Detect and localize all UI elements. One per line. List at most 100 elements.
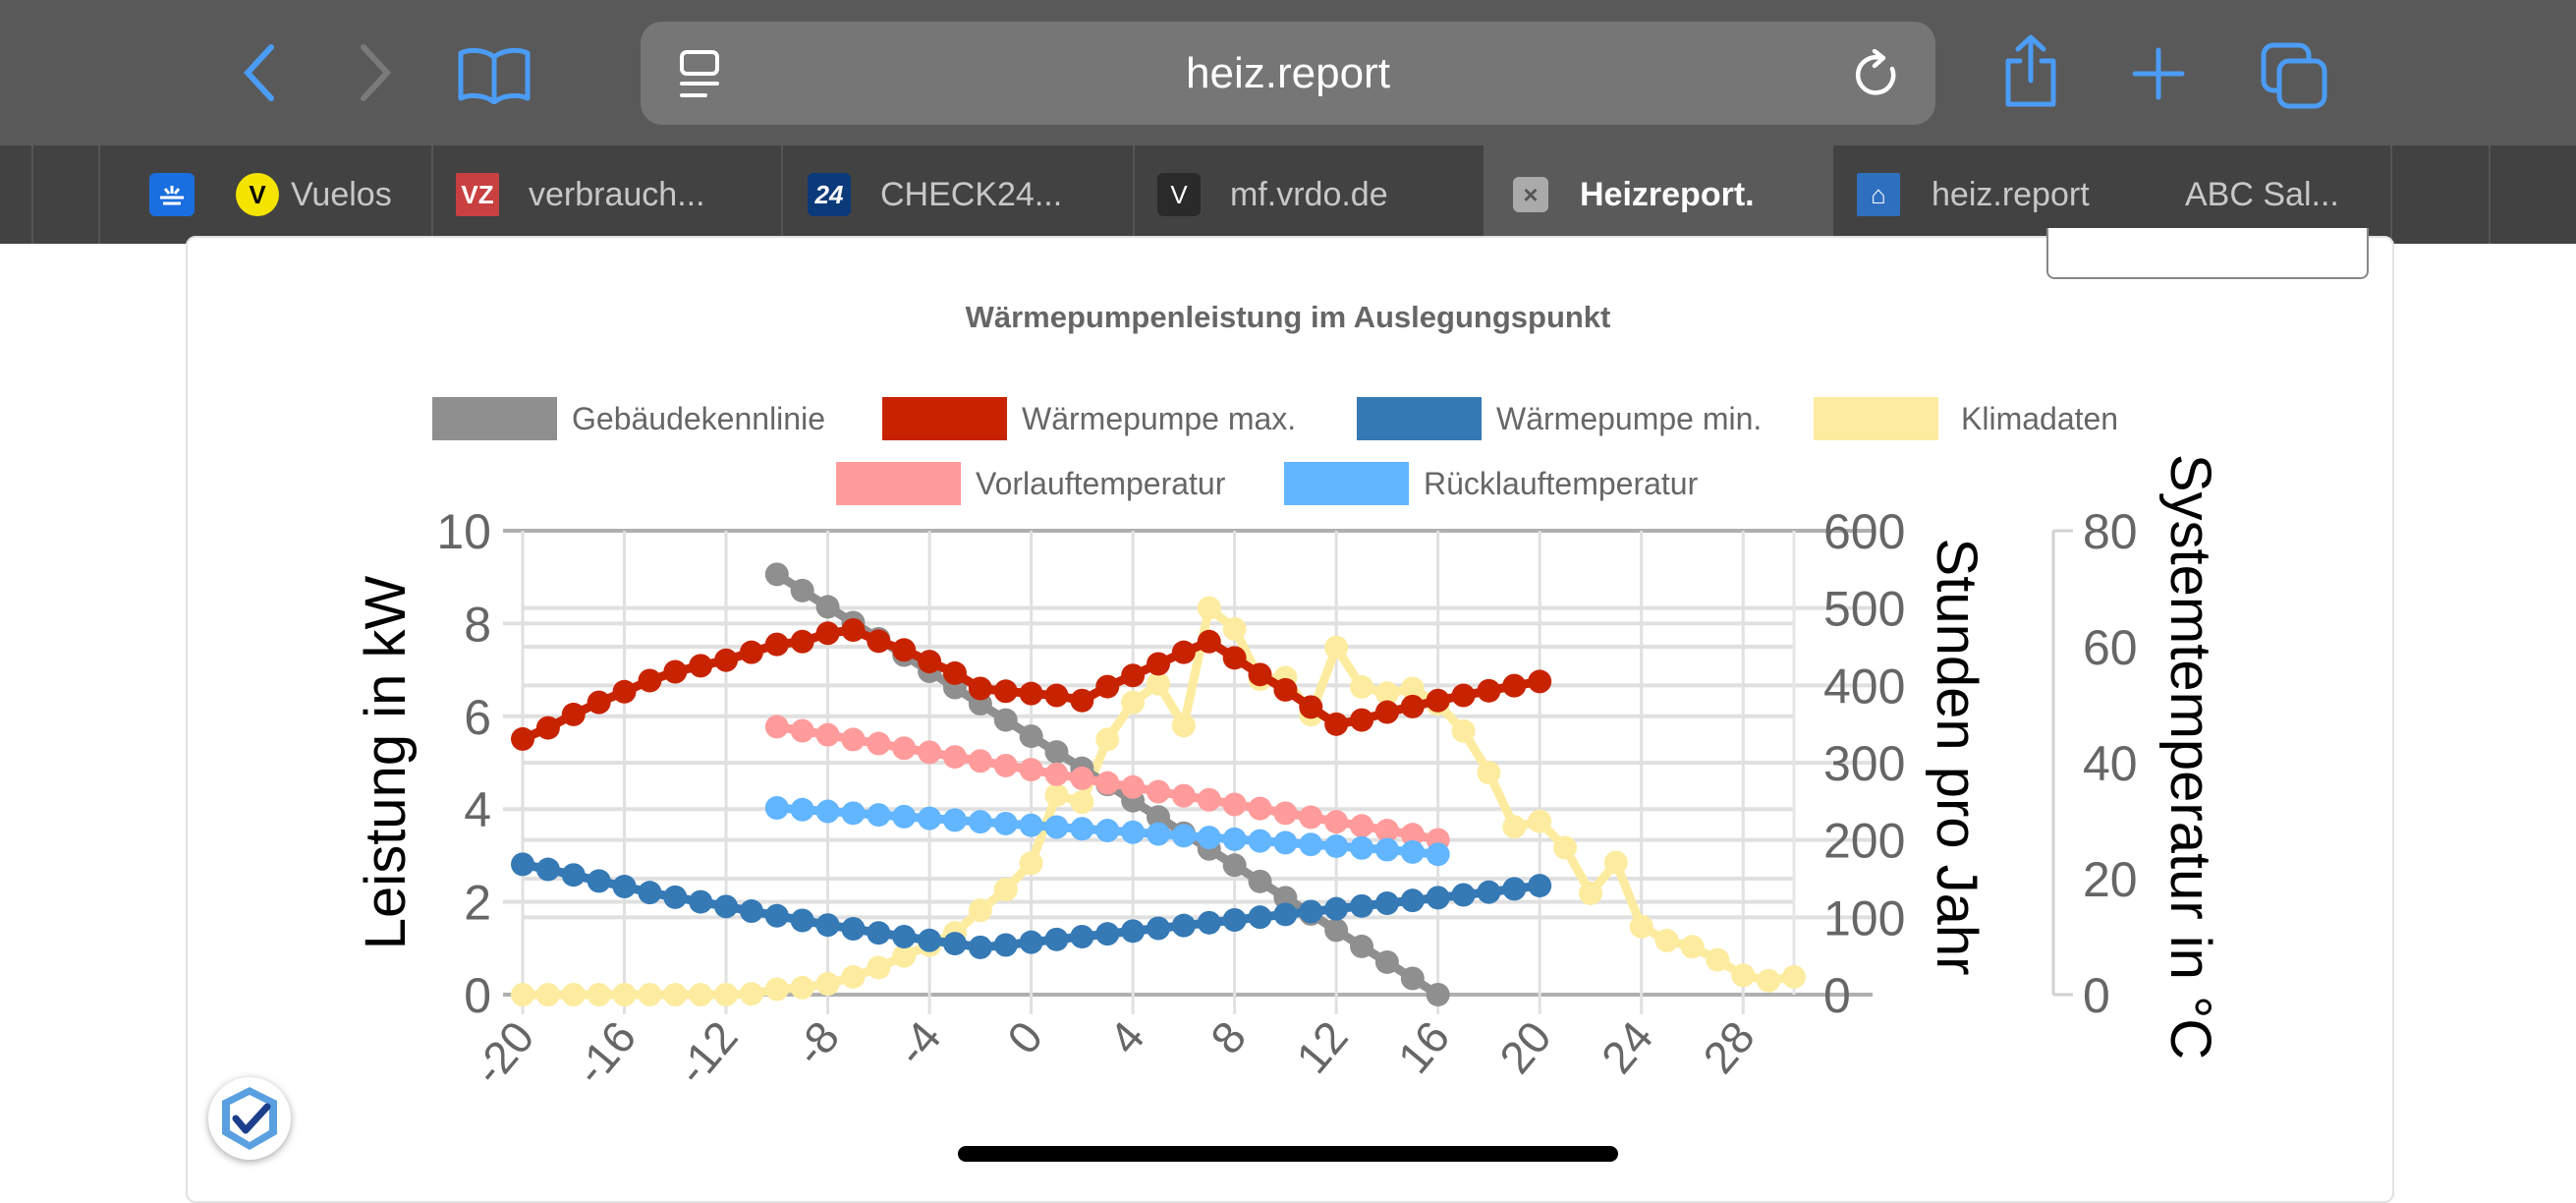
data-point: [511, 726, 534, 751]
home-indicator[interactable]: [958, 1146, 1618, 1162]
data-point: [764, 562, 789, 587]
data-point: [1400, 823, 1425, 847]
data-point: [841, 727, 866, 752]
tab-mf-vrdo[interactable]: V mf.vrdo.de: [1157, 145, 1482, 244]
data-point: [942, 808, 967, 832]
data-point: [968, 935, 992, 959]
tab-heiz-report[interactable]: ⌂ heiz.report: [1857, 145, 2171, 244]
close-tab-icon[interactable]: ×: [1513, 177, 1548, 212]
data-point: [968, 749, 992, 773]
data-point: [663, 885, 688, 909]
data-point: [993, 933, 1018, 957]
x-tick-label: 20: [1489, 1011, 1561, 1083]
data-point: [1070, 817, 1094, 841]
data-point: [815, 799, 840, 824]
data-point: [841, 916, 866, 941]
y-tick-label-left: 8: [464, 597, 491, 652]
data-point: [942, 745, 967, 770]
data-point: [1070, 688, 1094, 713]
data-point: [1095, 674, 1120, 699]
data-point: [1426, 842, 1450, 867]
url-text[interactable]: heiz.report: [1186, 49, 1390, 97]
tab-vuelos[interactable]: V Vuelos: [236, 145, 430, 244]
series-wärmepumpe-max-: [511, 618, 1552, 751]
data-point: [1044, 740, 1069, 765]
verified-badge[interactable]: [208, 1077, 291, 1160]
data-point: [918, 928, 942, 952]
tab-heizreport-active[interactable]: × Heizreport.: [1513, 145, 1833, 244]
data-point: [1171, 640, 1196, 664]
plus-icon[interactable]: [2132, 47, 2185, 110]
vrdo-favicon: V: [1157, 173, 1201, 216]
data-point: [1350, 708, 1374, 732]
data-point: [1578, 881, 1602, 905]
data-point: [1147, 805, 1170, 830]
data-point: [1426, 688, 1450, 713]
data-point: [1299, 805, 1323, 830]
data-point: [993, 679, 1018, 704]
x-tick-label: 28: [1693, 1011, 1764, 1083]
data-point: [1171, 913, 1196, 938]
data-point: [1451, 883, 1476, 907]
y-tick-label-hours: 400: [1823, 659, 1905, 714]
data-point: [1400, 694, 1425, 718]
x-tick-label: -12: [666, 1011, 748, 1094]
data-point: [918, 806, 942, 831]
data-point: [1350, 835, 1374, 860]
data-point: [1451, 718, 1476, 743]
y-tick-label-left: 0: [464, 968, 491, 1023]
data-point: [1019, 930, 1043, 954]
share-icon[interactable]: [2000, 33, 2061, 118]
data-point: [1147, 822, 1170, 846]
data-point: [1273, 801, 1298, 826]
tab-abc[interactable]: ABC Sal...: [2183, 145, 2389, 244]
tab-label: ABC Sal...: [2185, 176, 2339, 213]
data-point: [1070, 766, 1094, 790]
data-point: [1095, 819, 1120, 843]
data-point: [714, 983, 739, 1006]
tabs-icon[interactable]: [2260, 41, 2328, 120]
address-bar[interactable]: heiz.report: [641, 22, 1935, 125]
data-point: [1121, 663, 1146, 688]
tab-divider: [2489, 145, 2491, 244]
chevron-right-icon[interactable]: [356, 41, 395, 114]
data-point: [1400, 839, 1425, 864]
tab-verbraucherzentrale[interactable]: VZ verbrauch...: [456, 145, 780, 244]
data-point: [1299, 695, 1323, 719]
page-menu-icon[interactable]: [678, 49, 721, 105]
data-point: [1044, 927, 1069, 951]
data-point: [714, 648, 739, 672]
y-tick-label-temperature: 60: [2083, 620, 2138, 675]
data-point: [1222, 908, 1247, 933]
data-point: [561, 863, 586, 888]
data-point: [764, 903, 789, 928]
data-point: [1197, 910, 1221, 935]
data-point: [1248, 829, 1272, 853]
data-point: [1350, 814, 1374, 838]
tab-divider: [431, 145, 433, 244]
data-point: [739, 640, 763, 664]
legend-label: Klimadaten: [1961, 401, 2119, 436]
data-point: [815, 971, 840, 996]
tab-label: CHECK24...: [880, 176, 1063, 213]
data-point: [1324, 896, 1349, 921]
pinned-tab-icon[interactable]: [149, 173, 195, 216]
chevron-left-icon[interactable]: [240, 41, 279, 114]
data-point: [1324, 635, 1349, 659]
data-point: [1273, 902, 1298, 927]
reload-icon[interactable]: [1853, 48, 1902, 105]
data-point: [1121, 774, 1146, 799]
book-icon[interactable]: [457, 45, 532, 114]
data-point: [1121, 690, 1146, 715]
data-point: [1782, 964, 1806, 989]
tab-divider: [98, 145, 100, 244]
legend-label: Wärmepumpe min.: [1496, 401, 1763, 436]
data-point: [968, 898, 992, 923]
data-point: [1273, 886, 1298, 910]
data-point: [1299, 832, 1323, 857]
data-point: [1147, 652, 1170, 676]
tab-check24[interactable]: 24 CHECK24...: [808, 145, 1132, 244]
select-dropdown[interactable]: [2046, 228, 2369, 279]
data-point: [764, 977, 789, 1002]
